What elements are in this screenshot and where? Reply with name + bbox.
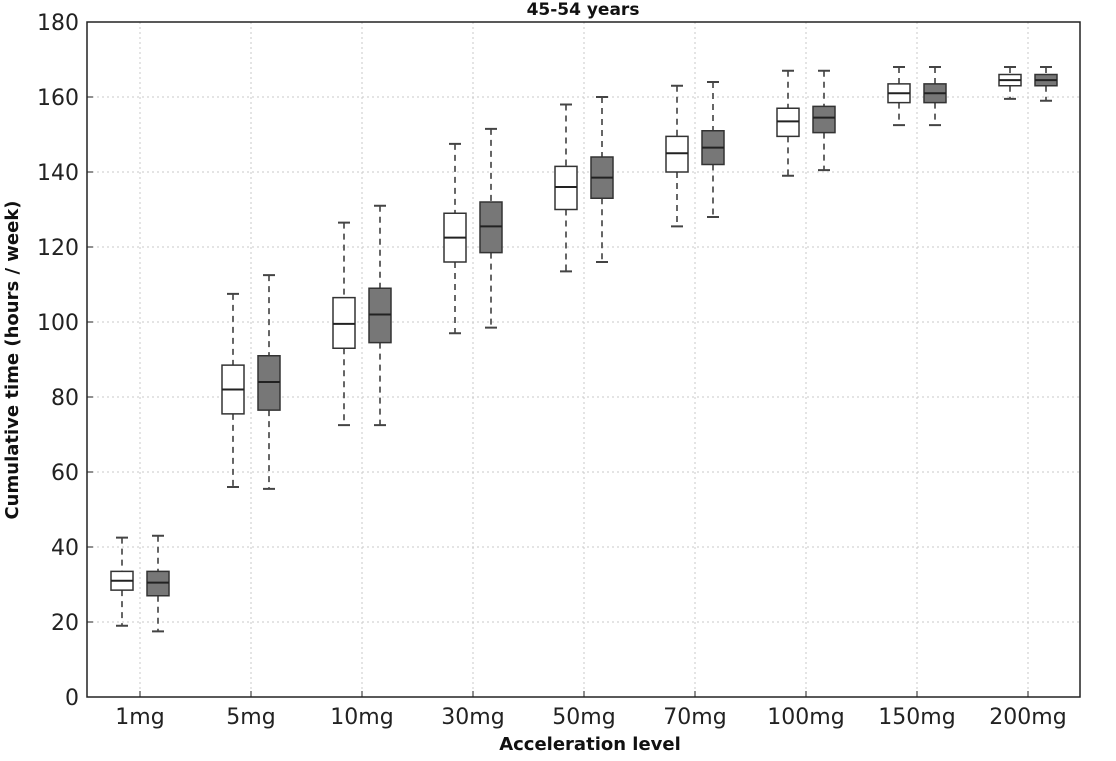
- x-tick-label: 50mg: [552, 705, 615, 730]
- x-tick-label: 5mg: [226, 705, 275, 730]
- x-tick-label: 150mg: [878, 705, 955, 730]
- chart-title: 45-54 years: [527, 0, 640, 20]
- x-tick-label: 100mg: [767, 705, 844, 730]
- box-2-50mg: [590, 96, 614, 263]
- x-tick-label: 1mg: [115, 705, 164, 730]
- box-1-70mg: [665, 84, 689, 228]
- x-tick-label: 200mg: [989, 705, 1066, 730]
- box-1-10mg: [332, 221, 356, 427]
- box-2-100mg: [812, 69, 836, 172]
- box-2-1mg: [146, 534, 170, 633]
- box-1-200mg: [998, 66, 1022, 100]
- y-tick-label: 140: [37, 161, 79, 186]
- y-tick-label: 120: [37, 236, 79, 261]
- y-tick-label: 60: [51, 461, 79, 486]
- y-tick-label: 100: [37, 311, 79, 336]
- y-tick-label: 20: [51, 611, 79, 636]
- box-1-1mg: [110, 536, 134, 627]
- box-series: [110, 66, 1058, 633]
- box-2-200mg: [1034, 66, 1058, 102]
- x-axis-ticks: 1mg 5mg 10mg 30mg 50mg 70mg 100mg 150mg 200mg: [115, 691, 1067, 730]
- box-1-100mg: [776, 69, 800, 177]
- iqr-box: [812, 105, 836, 134]
- box-1-30mg: [443, 142, 467, 335]
- x-tick-label: 10mg: [330, 705, 393, 730]
- y-tick-label: 40: [51, 536, 79, 561]
- y-axis-title: Cumulative time (hours / week): [2, 200, 23, 519]
- y-axis-ticks: 0 20 40 60 80 100 120 140 160 180: [37, 11, 93, 711]
- box-1-50mg: [554, 103, 578, 273]
- box-1-150mg: [887, 66, 911, 127]
- box-2-5mg: [257, 274, 281, 490]
- x-axis-title: Acceleration level: [499, 734, 681, 755]
- y-tick-label: 80: [51, 386, 79, 411]
- y-tick-label: 160: [37, 86, 79, 111]
- box-1-5mg: [221, 292, 245, 488]
- x-tick-label: 70mg: [663, 705, 726, 730]
- y-tick-label: 0: [65, 686, 79, 711]
- box-2-150mg: [923, 66, 947, 127]
- x-tick-label: 30mg: [441, 705, 504, 730]
- box-2-30mg: [479, 127, 503, 329]
- y-tick-label: 180: [37, 11, 79, 36]
- box-2-70mg: [701, 81, 725, 218]
- box-2-10mg: [368, 204, 392, 427]
- grid: [87, 22, 1080, 697]
